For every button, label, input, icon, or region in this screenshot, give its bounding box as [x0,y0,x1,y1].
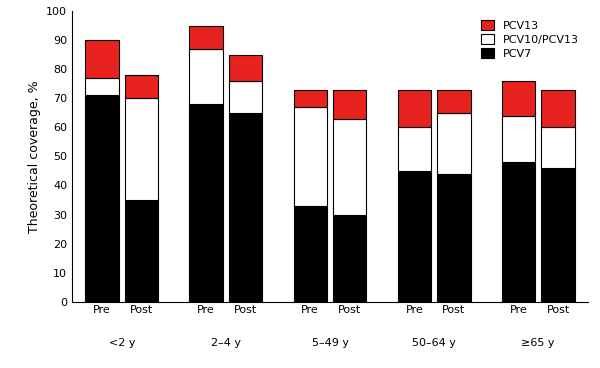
Bar [125,98,158,200]
Bar [333,89,367,118]
Text: 50–64 y: 50–64 y [412,338,456,348]
Bar [437,89,470,113]
Bar [437,174,470,302]
Text: <2 y: <2 y [109,338,135,348]
Text: 5–49 y: 5–49 y [311,338,349,348]
Bar [190,49,223,104]
Y-axis label: Theoretical coverage, %: Theoretical coverage, % [28,80,41,233]
Bar [502,162,535,302]
Bar [229,113,262,302]
Bar [125,200,158,302]
Bar [293,107,327,206]
Bar [541,127,575,168]
Bar [398,89,431,127]
Bar [125,75,158,98]
Bar [190,104,223,302]
Bar [502,81,535,116]
Bar [85,78,119,95]
Bar [190,25,223,49]
Bar [541,168,575,302]
Bar [85,40,119,78]
Bar [293,89,327,107]
Bar [229,81,262,113]
Bar [398,127,431,171]
Bar [229,54,262,81]
Bar [293,206,327,302]
Bar [398,171,431,302]
Text: 2–4 y: 2–4 y [211,338,241,348]
Bar [85,95,119,302]
Bar [502,116,535,162]
Text: ≥65 y: ≥65 y [521,338,555,348]
Bar [541,89,575,127]
Bar [333,118,367,215]
Bar [333,215,367,302]
Legend: PCV13, PCV10/PCV13, PCV7: PCV13, PCV10/PCV13, PCV7 [478,17,583,62]
Bar [437,113,470,174]
